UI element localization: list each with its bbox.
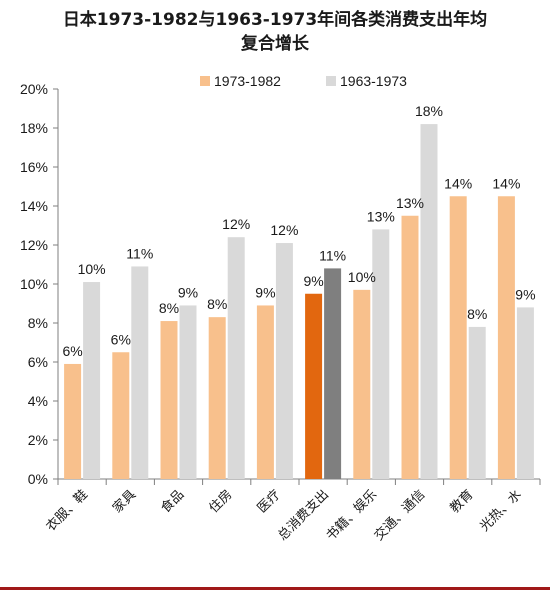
bottom-rule xyxy=(0,587,550,590)
data-label: 9% xyxy=(515,286,535,302)
category-label: 交通、通信 xyxy=(371,487,428,544)
bar-1973-1982 xyxy=(305,293,323,479)
data-label: 12% xyxy=(270,222,298,238)
data-label: 8% xyxy=(207,296,227,312)
chart-title: 日本1973-1982与1963-1973年间各类消费支出年均 复合增长 xyxy=(0,8,550,56)
data-label: 14% xyxy=(444,175,472,191)
category-label: 光热、水 xyxy=(477,487,524,534)
data-label: 6% xyxy=(111,331,131,347)
bar-1973-1982 xyxy=(256,305,274,479)
bar-1973-1982 xyxy=(64,363,82,479)
bar-1963-1973 xyxy=(227,237,245,479)
bar-1973-1982 xyxy=(160,321,178,479)
category-label: 教育 xyxy=(447,487,477,517)
data-label: 8% xyxy=(467,306,487,322)
bar-1963-1973 xyxy=(179,305,197,479)
data-label: 9% xyxy=(303,273,323,289)
data-label: 6% xyxy=(62,343,82,359)
bar-1963-1973 xyxy=(516,307,534,479)
data-label: 11% xyxy=(319,247,346,263)
bar-1963-1973 xyxy=(372,229,390,479)
legend-swatch-1963-1973 xyxy=(326,76,336,86)
data-label: 13% xyxy=(396,195,424,211)
bars xyxy=(64,124,534,479)
bar-1973-1982 xyxy=(208,317,226,479)
y-tick-label: 18% xyxy=(20,120,48,136)
bar-1973-1982 xyxy=(449,196,467,479)
y-tick-label: 14% xyxy=(20,198,48,214)
y-tick-label: 8% xyxy=(28,315,48,331)
bar-1963-1973 xyxy=(275,243,293,479)
bar-1963-1973 xyxy=(131,266,149,479)
data-label: 8% xyxy=(159,300,179,316)
category-label: 家具 xyxy=(109,487,139,517)
category-label: 书籍、娱乐 xyxy=(323,487,380,544)
data-label: 10% xyxy=(348,269,376,285)
y-tick-label: 16% xyxy=(20,159,48,175)
legend-swatch-1973-1982 xyxy=(200,76,210,86)
category-label: 医疗 xyxy=(255,487,284,516)
y-tick-label: 0% xyxy=(28,471,48,487)
y-tick-label: 2% xyxy=(28,432,48,448)
bar-1963-1973 xyxy=(324,268,342,479)
data-labels: 6%10%6%11%8%9%8%12%9%12%9%11%10%13%13%18… xyxy=(62,103,535,359)
data-label: 10% xyxy=(78,261,106,277)
bar-1973-1982 xyxy=(112,352,130,479)
y-tick-label: 12% xyxy=(20,237,48,253)
data-label: 18% xyxy=(415,103,443,119)
y-tick-label: 10% xyxy=(20,276,48,292)
data-label: 14% xyxy=(492,175,520,191)
bar-1963-1973 xyxy=(83,282,101,479)
category-label: 总消费支出 xyxy=(275,487,332,544)
category-label: 住房 xyxy=(206,487,236,517)
chart-title-line1: 日本1973-1982与1963-1973年间各类消费支出年均 xyxy=(62,10,488,30)
chart-title-line2: 复合增长 xyxy=(241,34,309,54)
data-label: 12% xyxy=(222,216,250,232)
legend-label-1963-1973: 1963-1973 xyxy=(340,73,407,89)
bar-1973-1982 xyxy=(353,289,371,479)
data-label: 9% xyxy=(255,284,275,300)
legend-label-1973-1982: 1973-1982 xyxy=(214,73,281,89)
data-label: 13% xyxy=(367,208,395,224)
y-tick-label: 6% xyxy=(28,354,48,370)
y-tick-label: 20% xyxy=(20,81,48,97)
data-label: 11% xyxy=(126,245,153,261)
data-label: 9% xyxy=(178,284,198,300)
bar-1963-1973 xyxy=(420,124,438,479)
y-tick-label: 4% xyxy=(28,393,48,409)
bar-1963-1973 xyxy=(468,326,486,479)
category-label: 衣服、鞋 xyxy=(43,487,91,535)
bar-1973-1982 xyxy=(401,215,419,479)
legend: 1973-1982 1963-1973 xyxy=(200,73,407,89)
bar-1973-1982 xyxy=(497,196,515,479)
category-label: 食品 xyxy=(158,487,188,517)
